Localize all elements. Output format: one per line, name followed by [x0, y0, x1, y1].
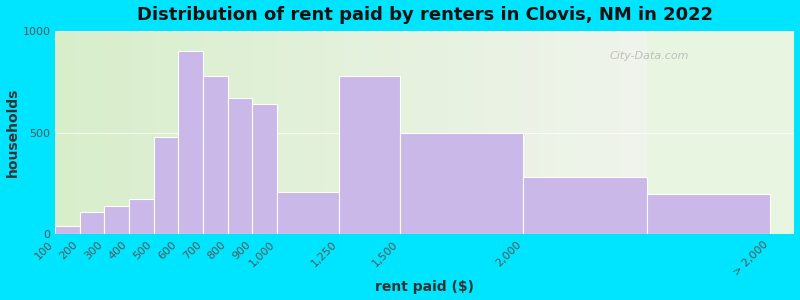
- Bar: [400, 133, 523, 234]
- Bar: [203, 76, 228, 234]
- Bar: [129, 199, 154, 234]
- Bar: [523, 177, 646, 234]
- Bar: [252, 104, 277, 234]
- Bar: [154, 136, 178, 234]
- Bar: [277, 192, 338, 234]
- Bar: [178, 51, 203, 234]
- Bar: [338, 76, 400, 234]
- Bar: [55, 226, 80, 234]
- Bar: [228, 98, 252, 234]
- Title: Distribution of rent paid by renters in Clovis, NM in 2022: Distribution of rent paid by renters in …: [137, 6, 713, 24]
- Bar: [105, 206, 129, 234]
- Bar: [646, 194, 770, 234]
- X-axis label: rent paid ($): rent paid ($): [375, 280, 474, 294]
- Bar: [80, 212, 105, 234]
- Y-axis label: households: households: [6, 88, 19, 177]
- Text: City-Data.com: City-Data.com: [610, 51, 689, 61]
